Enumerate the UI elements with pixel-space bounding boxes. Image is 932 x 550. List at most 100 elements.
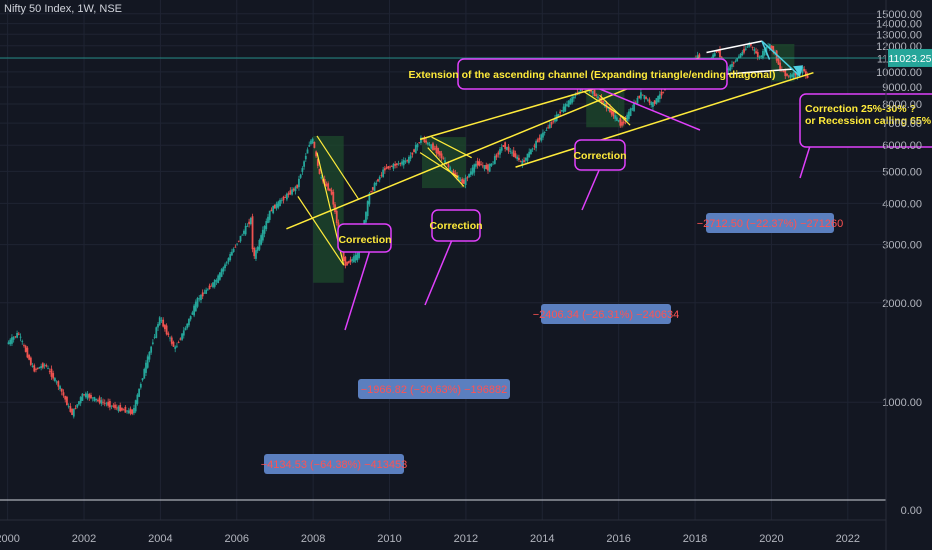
range-label-text: −2712.50 (−22.37%) −271260 bbox=[697, 218, 844, 230]
x-tick-label: 2016 bbox=[606, 533, 630, 545]
candle-body bbox=[509, 151, 512, 152]
y-tick-label: 10000.00 bbox=[876, 67, 922, 79]
candle-body bbox=[72, 408, 75, 417]
candle-body bbox=[619, 118, 622, 126]
candle-body bbox=[579, 89, 582, 92]
candle-body bbox=[595, 94, 598, 96]
candle-body bbox=[408, 157, 410, 163]
candle-body bbox=[217, 275, 220, 284]
candle-body bbox=[744, 48, 747, 50]
candle-body bbox=[490, 163, 493, 166]
candle-body bbox=[95, 398, 98, 401]
candle-body bbox=[121, 407, 123, 411]
candle-body bbox=[366, 201, 369, 217]
candle-body bbox=[768, 44, 771, 49]
candle-body bbox=[428, 144, 431, 146]
callout-pointer bbox=[799, 145, 811, 179]
candle-body bbox=[141, 378, 144, 381]
x-tick-label: 2022 bbox=[836, 533, 860, 545]
candle-body bbox=[394, 163, 397, 166]
candle-body bbox=[231, 251, 233, 256]
candle-body bbox=[155, 327, 158, 338]
candle-body bbox=[756, 52, 759, 58]
candle-body bbox=[475, 163, 477, 167]
candle-body bbox=[96, 399, 99, 401]
candle-body bbox=[432, 143, 434, 151]
candle-body bbox=[169, 337, 171, 339]
candle-body bbox=[602, 101, 605, 103]
candle-body bbox=[146, 356, 149, 368]
candle-body bbox=[347, 261, 350, 264]
candle-body bbox=[227, 258, 230, 262]
candle-body bbox=[316, 158, 319, 166]
current-price-tag bbox=[888, 48, 932, 67]
candle-body bbox=[7, 342, 10, 345]
candle-body bbox=[244, 225, 247, 235]
y-tick-label: 6000.00 bbox=[882, 140, 922, 152]
candle-body bbox=[243, 230, 245, 234]
candle-body bbox=[353, 256, 355, 263]
x-tick-label: 2006 bbox=[225, 533, 249, 545]
candle-body bbox=[648, 99, 651, 103]
candle-body bbox=[138, 388, 141, 397]
candle-body bbox=[229, 254, 232, 261]
candle-body bbox=[210, 285, 213, 287]
candle-body bbox=[237, 240, 240, 242]
candle-body bbox=[76, 404, 79, 408]
candle-body bbox=[78, 401, 80, 405]
candle-body bbox=[298, 178, 300, 188]
candle-body bbox=[528, 151, 531, 158]
candle-body bbox=[530, 149, 532, 155]
candle-body bbox=[112, 405, 115, 407]
candle-body bbox=[11, 337, 13, 344]
candle-body bbox=[282, 196, 285, 201]
candle-body bbox=[115, 407, 118, 409]
candle-body bbox=[189, 316, 192, 320]
candle-body bbox=[126, 410, 128, 412]
candle-body bbox=[69, 406, 72, 412]
candle-body bbox=[275, 203, 278, 209]
candle-body bbox=[344, 256, 347, 266]
candle-body bbox=[114, 404, 116, 409]
candle-body bbox=[294, 186, 297, 192]
candle-body bbox=[524, 157, 527, 161]
range-label-text: −2406.34 (−26.31%) −240634 bbox=[533, 309, 680, 321]
candle-body bbox=[377, 179, 379, 182]
candle-body bbox=[328, 188, 331, 191]
candle-body bbox=[325, 183, 328, 187]
candle-body bbox=[64, 396, 67, 400]
candle-body bbox=[133, 408, 135, 414]
candle-body bbox=[418, 142, 421, 144]
candle-body bbox=[232, 248, 235, 253]
candle-body bbox=[440, 153, 443, 158]
candle-body bbox=[179, 338, 182, 340]
candle-body bbox=[287, 193, 290, 195]
candle-body bbox=[468, 174, 470, 178]
candle-body bbox=[289, 190, 292, 195]
candle-body bbox=[437, 148, 440, 155]
candle-body bbox=[622, 121, 625, 124]
candle-body bbox=[746, 46, 749, 48]
candle-body bbox=[478, 161, 481, 166]
candle-body bbox=[519, 160, 522, 162]
candle-body bbox=[737, 56, 740, 59]
candle-body bbox=[392, 163, 395, 169]
candle-body bbox=[442, 158, 445, 160]
candle-body bbox=[729, 64, 732, 71]
candle-body bbox=[375, 182, 378, 185]
candle-body bbox=[188, 319, 190, 326]
candle-body bbox=[21, 341, 24, 342]
candle-body bbox=[636, 97, 639, 104]
candle-body bbox=[203, 292, 206, 294]
candle-body bbox=[538, 137, 541, 140]
candle-body bbox=[356, 253, 359, 261]
candle-body bbox=[131, 409, 134, 414]
candle-body bbox=[170, 337, 173, 344]
candle-body bbox=[383, 168, 386, 171]
candle-body bbox=[765, 46, 768, 53]
candle-body bbox=[645, 97, 647, 99]
candle-body bbox=[296, 184, 299, 188]
projection-arrowhead bbox=[793, 65, 804, 77]
candle-body bbox=[66, 396, 68, 406]
